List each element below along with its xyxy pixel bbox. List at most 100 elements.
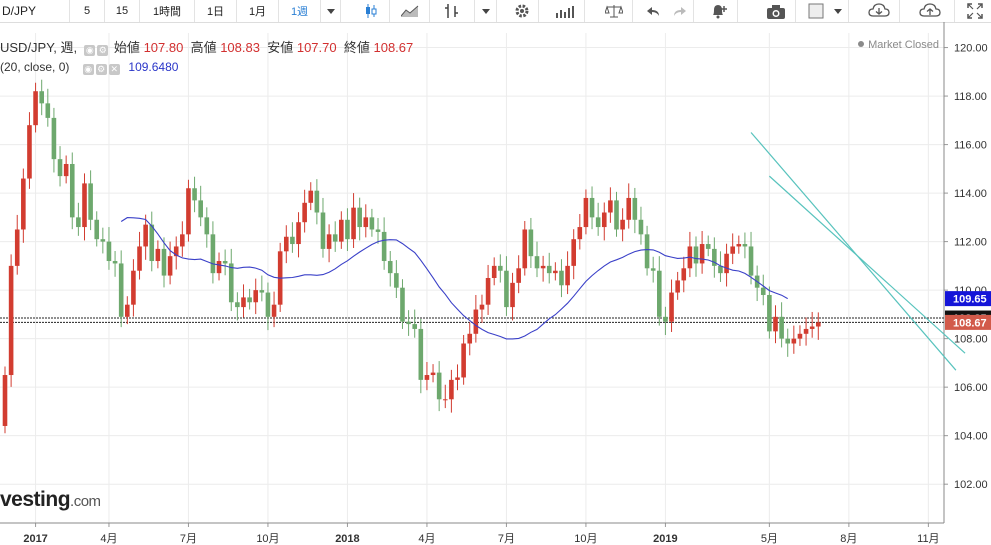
interval-1m-button[interactable]: 1月 bbox=[237, 0, 279, 22]
candle bbox=[118, 250, 124, 328]
save-cloud-button[interactable] bbox=[905, 0, 955, 22]
candle-body bbox=[180, 234, 185, 247]
chart-type-dropdown-button[interactable] bbox=[475, 0, 497, 22]
candle-body bbox=[718, 265, 723, 274]
candle-body bbox=[455, 377, 460, 380]
candle-body bbox=[296, 222, 301, 245]
candle-body bbox=[418, 328, 424, 380]
candle-body bbox=[57, 159, 63, 177]
candle-body bbox=[302, 202, 307, 223]
candle bbox=[45, 88, 51, 127]
candle bbox=[290, 222, 295, 253]
candle bbox=[173, 236, 179, 270]
symbol-field[interactable]: D/JPY bbox=[0, 0, 70, 22]
candle bbox=[528, 217, 534, 268]
candle-body bbox=[815, 322, 821, 327]
candle bbox=[351, 193, 356, 248]
interval-15-button[interactable]: 15 bbox=[105, 0, 140, 22]
redo-icon bbox=[673, 7, 686, 16]
interval-1w-button[interactable]: 1週 bbox=[279, 0, 321, 22]
y-tick-label: 118.00 bbox=[954, 91, 987, 103]
undo-icon bbox=[647, 7, 659, 16]
bar-type-button[interactable] bbox=[430, 0, 475, 22]
candle-body bbox=[161, 248, 167, 276]
candle-body bbox=[681, 268, 687, 281]
open-value: 107.80 bbox=[143, 40, 184, 55]
candle-body bbox=[638, 219, 644, 235]
indicators-button[interactable] bbox=[545, 0, 585, 22]
candle bbox=[204, 207, 210, 248]
candle-body bbox=[791, 338, 797, 344]
candle bbox=[498, 254, 503, 283]
alert-button[interactable] bbox=[700, 0, 738, 22]
candle bbox=[760, 274, 766, 306]
snapshot-button[interactable] bbox=[756, 0, 796, 22]
candle bbox=[247, 288, 252, 310]
candle bbox=[271, 291, 277, 328]
candle bbox=[479, 294, 485, 323]
candle bbox=[418, 318, 424, 394]
candle bbox=[137, 231, 142, 280]
time-axis[interactable]: 2017 4月 7月 10月 2018 4月 7月 10月 2019 5月 8月 11月 bbox=[23, 533, 939, 545]
settings-small-icon[interactable]: ⚙ bbox=[97, 45, 109, 56]
candle-body bbox=[228, 263, 234, 303]
candles bbox=[2, 79, 821, 434]
candle bbox=[167, 241, 173, 285]
candle bbox=[809, 311, 815, 338]
candle-body bbox=[412, 324, 418, 329]
interval-1d-button[interactable]: 1日 bbox=[195, 0, 237, 22]
candle bbox=[39, 79, 44, 116]
close-icon[interactable]: ✕ bbox=[108, 64, 120, 75]
candle bbox=[302, 189, 307, 233]
settings-button[interactable] bbox=[505, 0, 539, 22]
investing-logo: vesting.com bbox=[0, 488, 101, 512]
candle bbox=[669, 279, 674, 332]
redo-button[interactable] bbox=[666, 0, 694, 22]
interval-1h-button[interactable]: 1時間 bbox=[140, 0, 195, 22]
load-cloud-button[interactable] bbox=[858, 0, 900, 22]
x-tick-label: 10月 bbox=[256, 533, 279, 545]
candle bbox=[357, 197, 362, 241]
candle bbox=[369, 208, 375, 237]
undo-button[interactable] bbox=[640, 0, 666, 22]
candlestick-type-button[interactable] bbox=[352, 0, 390, 22]
fullscreen-button[interactable] bbox=[958, 0, 991, 22]
close-value: 108.67 bbox=[373, 40, 414, 55]
candle-body bbox=[473, 309, 479, 334]
low-value: 107.70 bbox=[296, 40, 337, 55]
caret-down-icon bbox=[326, 8, 335, 14]
candle bbox=[63, 155, 69, 184]
candle-body bbox=[540, 265, 546, 269]
candle-body bbox=[779, 316, 784, 339]
candle-body bbox=[528, 229, 534, 257]
candle bbox=[76, 202, 81, 236]
interval-dropdown-button[interactable] bbox=[321, 0, 341, 22]
eye-icon[interactable]: ◉ bbox=[82, 64, 94, 75]
x-tick-label: 7月 bbox=[180, 533, 197, 545]
candle-body bbox=[614, 200, 619, 230]
price-axis[interactable]: 102.00104.00106.00108.00110.00112.00114.… bbox=[954, 43, 988, 492]
price-chart[interactable]: 102.00104.00106.00108.00110.00112.00114.… bbox=[0, 22, 991, 545]
candle-body bbox=[467, 333, 473, 344]
interval-5-button[interactable]: 5 bbox=[70, 0, 105, 22]
x-tick-label: 2019 bbox=[653, 533, 677, 545]
candle bbox=[149, 211, 155, 272]
channel-line bbox=[750, 132, 957, 371]
template-button[interactable] bbox=[805, 0, 827, 22]
settings-small-icon[interactable]: ⚙ bbox=[95, 64, 107, 75]
trend-channel[interactable] bbox=[750, 132, 966, 371]
candle-body bbox=[314, 190, 320, 213]
area-type-button[interactable] bbox=[390, 0, 430, 22]
candle-body bbox=[571, 239, 576, 266]
candle bbox=[253, 278, 259, 315]
compare-button[interactable] bbox=[595, 0, 633, 22]
eye-icon[interactable]: ◉ bbox=[84, 45, 96, 56]
moving-average bbox=[120, 217, 788, 340]
candle bbox=[644, 225, 650, 276]
template-dropdown-button[interactable] bbox=[827, 0, 849, 22]
candle-body bbox=[2, 375, 8, 426]
candle-body bbox=[669, 292, 674, 322]
caret-down-icon bbox=[833, 8, 842, 14]
candle bbox=[27, 112, 32, 189]
candle-body bbox=[699, 244, 705, 264]
